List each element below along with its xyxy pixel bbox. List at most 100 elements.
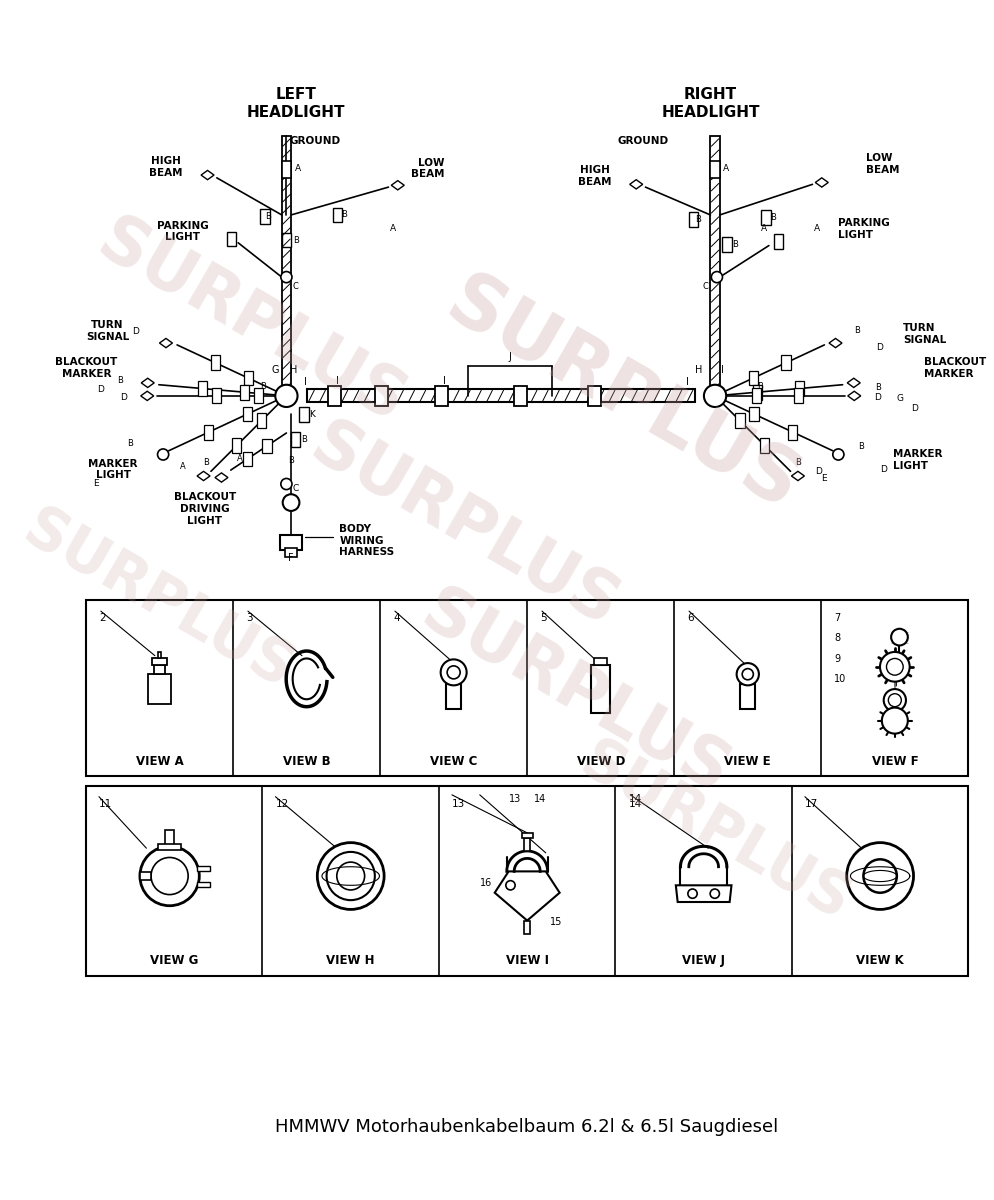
Circle shape <box>275 385 297 407</box>
Text: B: B <box>292 235 298 245</box>
Bar <box>197 866 210 871</box>
Polygon shape <box>159 338 172 348</box>
Bar <box>513 385 526 406</box>
Polygon shape <box>847 391 860 401</box>
Text: B: B <box>117 376 122 384</box>
Bar <box>232 438 241 454</box>
Text: A: A <box>390 224 396 233</box>
Polygon shape <box>494 871 559 920</box>
Text: D: D <box>880 464 887 474</box>
Text: BLACKOUT
MARKER: BLACKOUT MARKER <box>923 358 985 379</box>
Text: D: D <box>96 385 103 394</box>
Bar <box>243 407 251 421</box>
Circle shape <box>883 689 906 712</box>
Text: VIEW D: VIEW D <box>576 755 624 768</box>
Polygon shape <box>197 472 210 481</box>
Text: MARKER
LIGHT: MARKER LIGHT <box>893 449 941 470</box>
Text: 16: 16 <box>479 878 491 888</box>
Bar <box>332 208 342 222</box>
Text: 14: 14 <box>533 793 545 804</box>
Text: B: B <box>769 214 775 222</box>
Bar <box>772 234 782 250</box>
Circle shape <box>151 858 188 894</box>
Text: LOW
BEAM: LOW BEAM <box>866 154 899 175</box>
Text: TURN
SIGNAL: TURN SIGNAL <box>85 320 129 342</box>
Text: I: I <box>336 376 339 386</box>
Polygon shape <box>847 378 860 388</box>
Text: 13: 13 <box>451 798 465 809</box>
Text: 7: 7 <box>833 613 840 623</box>
Text: A: A <box>723 164 729 173</box>
Bar <box>285 548 296 557</box>
Text: VIEW C: VIEW C <box>429 755 477 768</box>
Circle shape <box>336 862 364 890</box>
Bar <box>279 535 302 550</box>
Bar <box>227 232 236 246</box>
Circle shape <box>687 889 697 899</box>
Text: VIEW K: VIEW K <box>856 954 904 967</box>
Text: VIEW G: VIEW G <box>150 954 198 967</box>
Circle shape <box>446 666 459 679</box>
Circle shape <box>742 668 752 679</box>
Text: 14: 14 <box>628 798 641 809</box>
Text: HIGH
BEAM: HIGH BEAM <box>149 156 182 178</box>
Bar <box>85 786 967 976</box>
Text: I: I <box>442 376 445 386</box>
Bar <box>244 371 252 385</box>
Bar <box>445 682 460 709</box>
Text: A: A <box>760 224 766 233</box>
Text: I: I <box>303 377 306 386</box>
Text: B: B <box>755 382 761 391</box>
Text: HMMWV Motorhaubenkabelbaum 6.2l & 6.5l Saugdiesel: HMMWV Motorhaubenkabelbaum 6.2l & 6.5l S… <box>274 1118 777 1136</box>
Text: 2: 2 <box>98 613 105 623</box>
Circle shape <box>280 479 291 490</box>
Text: B: B <box>794 457 800 467</box>
Text: SURPLUS: SURPLUS <box>13 499 303 701</box>
Text: D: D <box>873 394 880 402</box>
Bar <box>760 210 770 226</box>
Circle shape <box>710 889 719 899</box>
Bar <box>253 389 263 403</box>
Bar <box>593 658 606 665</box>
Bar <box>748 407 757 421</box>
Bar <box>434 385 447 406</box>
Text: D: D <box>132 328 138 336</box>
Text: VIEW E: VIEW E <box>724 755 770 768</box>
Text: PARKING
LIGHT: PARKING LIGHT <box>838 218 890 240</box>
Text: F: F <box>288 553 293 563</box>
Bar <box>590 665 609 713</box>
Bar <box>587 385 600 406</box>
Text: HIGH
BEAM: HIGH BEAM <box>578 166 610 187</box>
Text: D: D <box>814 467 821 476</box>
Circle shape <box>888 694 901 707</box>
Bar <box>747 371 757 385</box>
Text: A: A <box>180 462 186 472</box>
Text: SURPLUS: SURPLUS <box>298 412 629 641</box>
Circle shape <box>879 652 909 682</box>
Bar <box>787 425 796 439</box>
Bar <box>291 432 300 446</box>
Bar <box>794 382 803 396</box>
Text: B: B <box>264 212 270 221</box>
Bar <box>198 382 207 396</box>
Text: E: E <box>820 474 825 484</box>
Bar <box>751 389 760 403</box>
Bar <box>722 238 731 252</box>
Text: GROUND: GROUND <box>617 136 668 145</box>
Polygon shape <box>629 180 642 188</box>
Bar <box>256 413 265 428</box>
Bar <box>524 838 530 851</box>
Polygon shape <box>141 378 154 388</box>
Bar <box>204 425 213 439</box>
Circle shape <box>440 659 466 685</box>
Text: H: H <box>694 365 702 374</box>
Bar <box>740 684 754 709</box>
Bar <box>140 872 151 880</box>
Polygon shape <box>215 473 228 482</box>
Text: C: C <box>292 484 298 493</box>
Text: 9: 9 <box>833 654 840 664</box>
Polygon shape <box>814 178 827 187</box>
Text: SURPLUS: SURPLUS <box>410 578 741 808</box>
Text: 13: 13 <box>508 793 520 804</box>
Text: VIEW F: VIEW F <box>871 755 917 768</box>
